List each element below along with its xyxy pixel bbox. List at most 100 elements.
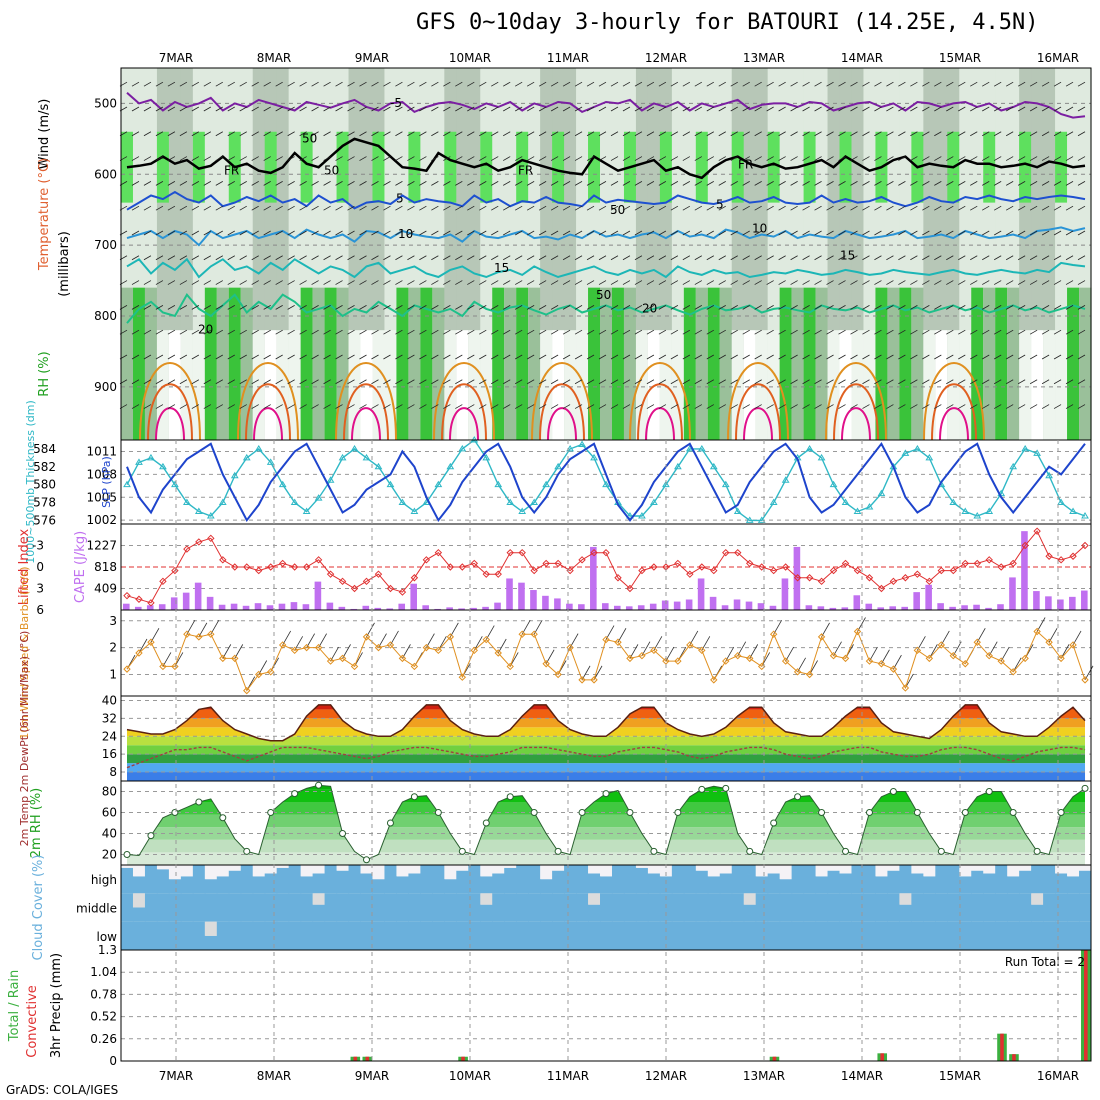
rh-point [195,798,203,806]
wind-speed-point [1045,638,1053,646]
cloud-cell [743,904,757,922]
wind-barb [143,305,152,310]
wind-barb [215,181,224,186]
cloud-cell [935,893,948,922]
wind-barb [766,255,774,261]
wind-barb [754,354,762,360]
wind-barb [359,329,367,335]
thickness-point [602,480,610,488]
wind-barb [419,156,427,161]
wind-barb [670,131,679,137]
cloud-cell [180,893,194,922]
wind-barb [838,305,846,310]
wind-barb [838,230,846,236]
wind-barb [658,156,667,161]
wind-barb [826,156,834,161]
wind-barb [395,354,403,360]
wind-barb [179,131,188,137]
cloud-cell [516,921,529,950]
wind-barb [993,205,1002,211]
thickness-point [398,498,407,506]
wind-barb [970,305,978,310]
wind-barb [323,81,331,87]
precip-tick-label: 1.3 [98,943,117,957]
wind-barb [718,106,726,112]
precip-total-label: Total / Rain [7,970,22,1043]
wind-barb [443,81,451,87]
cloud-cell [216,921,230,950]
date-label-top: 14MAR [841,51,883,65]
wind-barb [622,181,631,186]
rh-cell [492,287,505,440]
thickness-tick-label: 584 [33,442,56,456]
wind-barb [790,131,798,137]
wind-barb [982,280,990,285]
wind-barb [251,131,259,137]
rh-cell [1019,131,1032,203]
wind-barb [1053,255,1062,261]
wind-barb [431,329,439,335]
wind-barb [275,156,283,161]
wind-barb [335,329,343,335]
cloud-cell [552,870,565,894]
thickness-point [709,462,718,470]
wind-barb [682,205,691,211]
thickness-point [171,480,179,488]
cloud-gap [755,865,769,877]
wind-barb [538,181,547,186]
credit-label: GrADS: COLA/IGES [6,1083,119,1097]
cloud-cell [468,893,481,922]
wind-barb [538,81,547,87]
wind-barb [838,181,846,186]
li-point [853,566,862,575]
cloud-cell [588,873,601,894]
wind-barb [634,329,643,335]
thickness-point [865,503,874,510]
date-label-bottom: 13MAR [743,1069,785,1083]
li-point [530,566,538,575]
rh-cell [216,287,230,440]
wind-barb [347,305,355,310]
wind-speed-point [829,651,838,660]
wind-barb [934,230,942,236]
wind-speed-point [973,638,981,646]
wind-barb [179,305,188,310]
rh-cell [1067,287,1080,440]
wind-barb [514,81,523,87]
wind-barb [574,354,583,360]
wind-barb [538,404,547,409]
li-point [458,563,467,571]
cloud-cell [132,907,146,922]
wind-barb [610,156,619,161]
wind-barb [778,354,786,360]
li-point [722,548,730,557]
li-point [1081,541,1089,550]
wind-barb [419,354,427,360]
cloud-gap [839,865,852,874]
wind-barb [335,81,343,87]
li-point [278,559,287,568]
wind-barb [574,379,583,385]
cape-bar [865,603,873,610]
wind-barb [1029,230,1038,236]
wind-barb [574,255,583,261]
wind-barb [407,305,415,310]
li-point [123,591,131,600]
wind-barb [143,181,152,186]
rh-cell [552,131,565,203]
wind-barb [562,305,571,310]
wind-speed-point [889,665,898,673]
wind-axis-label: 10m Wind Speed & Barbs (m/s) [18,566,31,739]
wind-barb [251,329,259,335]
wind-barb [311,379,319,385]
wind-barb [526,156,535,161]
cloud-cell [528,893,541,922]
thickness-point [159,462,167,470]
rh-cell [288,330,302,440]
wind-barb [514,329,523,335]
wind-barb [1041,255,1050,261]
wind-barb [802,230,810,236]
wind-barb [287,230,295,236]
wind-barb [491,280,499,285]
cloud-gap [264,865,278,874]
